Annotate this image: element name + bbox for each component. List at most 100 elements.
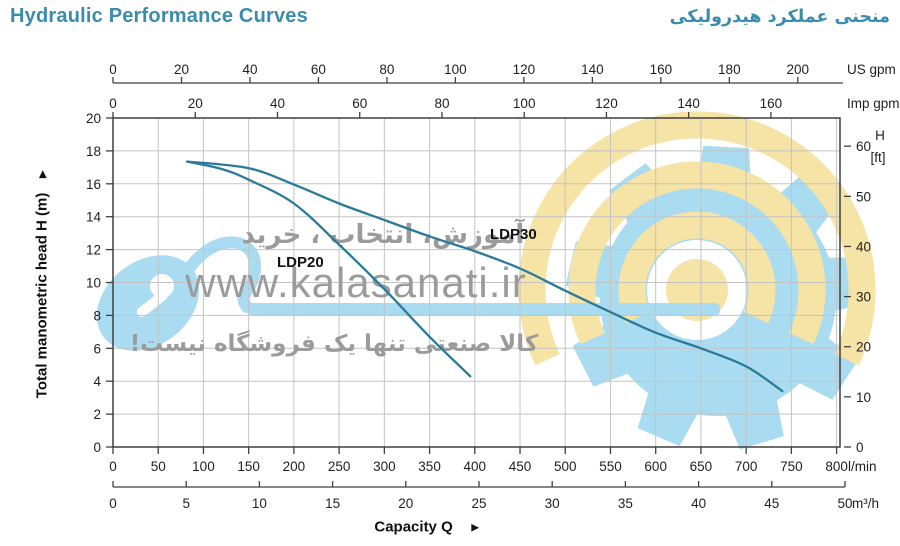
unit-label-m3h: m³/h: [852, 496, 879, 511]
tick-label: 18: [86, 144, 101, 159]
unit-label-us-gpm: US gpm: [847, 62, 896, 77]
tick-label: 40: [856, 239, 871, 254]
tick-label: 5: [182, 496, 190, 511]
tick-label: 250: [328, 459, 351, 474]
tick-label: 60: [352, 96, 367, 111]
tick-label: 50: [837, 496, 852, 511]
tick-label: 10: [86, 276, 101, 291]
tick-label: 80: [434, 96, 449, 111]
tick-label: 4: [93, 374, 101, 389]
tick-label: 14: [86, 210, 102, 225]
tick-label: 200: [787, 62, 810, 77]
tick-label: 120: [595, 96, 618, 111]
tick-label: 0: [93, 440, 101, 455]
y-axis-title: Total manometric head H (m) ►: [34, 168, 51, 398]
tick-label: 800: [825, 459, 848, 474]
curve-label-ldp30: LDP30: [490, 226, 537, 243]
tick-label: 10: [856, 390, 871, 405]
page-title: Hydraulic Performance Curves: [10, 5, 308, 27]
tick-label: 150: [237, 459, 260, 474]
signal-arc-icon: [618, 211, 776, 324]
tick-label: 0: [109, 496, 117, 511]
tick-label: 50: [856, 189, 871, 204]
curve-ldp20: [186, 160, 472, 378]
tick-label: 550: [599, 459, 622, 474]
tick-label: 160: [760, 96, 783, 111]
tick-label: 140: [581, 62, 604, 77]
tick-label: 650: [690, 459, 713, 474]
tick-label: 100: [513, 96, 536, 111]
unit-label-lmin: l/min: [848, 459, 877, 474]
tick-label: 0: [856, 440, 864, 455]
mouse-cable-icon: [180, 236, 262, 313]
mouse-detail: [136, 290, 168, 318]
watermark-text: آموزش، انتخاب ، خرید www.kalasanati.ir کال…: [130, 218, 539, 357]
signal-arc-icon: [518, 111, 876, 366]
tick-label: 0: [109, 96, 117, 111]
tick-label: 40: [270, 96, 285, 111]
tick-label: 2: [93, 407, 101, 422]
x-axis-title: Capacity Q ►: [374, 519, 481, 536]
tick-label: 120: [513, 62, 536, 77]
x-axis-title-text: Capacity Q: [374, 518, 453, 536]
tick-label: 0: [109, 62, 117, 77]
curve-label-ldp20: LDP20: [277, 254, 324, 271]
tick-label: 16: [86, 177, 101, 192]
tick-label: 20: [856, 340, 871, 355]
tick-label: 8: [93, 308, 101, 323]
tick-label: 20: [174, 62, 189, 77]
gridlines: [113, 118, 840, 447]
unit-label-ft-line1: H: [875, 128, 885, 143]
mouse-detail: [150, 274, 174, 298]
tick-label: 600: [644, 459, 667, 474]
unit-label-imp-gpm: Imp gpm: [847, 96, 900, 111]
tick-label: 25: [471, 496, 486, 511]
unit-label-ft-line2: [ft]: [870, 150, 885, 165]
tick-label: 300: [373, 459, 396, 474]
tick-label: 200: [283, 459, 306, 474]
right-arrow-icon: ►: [468, 519, 482, 535]
tick-label: 500: [554, 459, 577, 474]
tick-label: 12: [86, 243, 101, 258]
tick-label: 700: [735, 459, 758, 474]
page-title-farsi: منحنی عملکرد هیدرولیکی: [669, 7, 890, 27]
tick-label: 80: [379, 62, 394, 77]
curve-ldp30: [186, 160, 784, 393]
tick-label: 20: [398, 496, 413, 511]
tick-label: 30: [545, 496, 560, 511]
tick-label: 180: [718, 62, 741, 77]
tick-label: 140: [677, 96, 700, 111]
tick-label: 50: [151, 459, 166, 474]
tick-label: 40: [691, 496, 706, 511]
tick-label: 60: [856, 139, 871, 154]
tick-label: 60: [311, 62, 326, 77]
watermark-tagline-top: آموزش، انتخاب ، خرید: [242, 218, 526, 250]
tick-label: 350: [418, 459, 441, 474]
tick-label: 45: [764, 496, 779, 511]
tick-label: 15: [325, 496, 340, 511]
tick-label: 100: [192, 459, 215, 474]
tick-label: 20: [86, 111, 101, 126]
watermark-website: www.kalasanati.ir: [184, 259, 526, 306]
tick-label: 40: [242, 62, 257, 77]
watermark-tagline-bottom: کالا صنعتی تنها یک فروشگاه نیست!: [130, 330, 539, 357]
watermark-shapes: [96, 111, 876, 450]
up-arrow-icon: ►: [34, 167, 50, 181]
signal-arc-icon: [568, 161, 826, 345]
tick-label: 450: [509, 459, 532, 474]
tick-label: 750: [780, 459, 803, 474]
tick-label: 400: [464, 459, 487, 474]
tick-label: 0: [109, 459, 117, 474]
y-axis-title-text: Total manometric head H (m): [33, 192, 51, 399]
tick-label: 100: [444, 62, 467, 77]
tick-label: 20: [188, 96, 203, 111]
tick-label: 35: [618, 496, 633, 511]
curves: [186, 160, 784, 393]
watermark-band: [248, 303, 720, 316]
tick-label: 6: [93, 341, 101, 356]
tick-label: 10: [252, 496, 267, 511]
tick-label: 30: [856, 290, 871, 305]
